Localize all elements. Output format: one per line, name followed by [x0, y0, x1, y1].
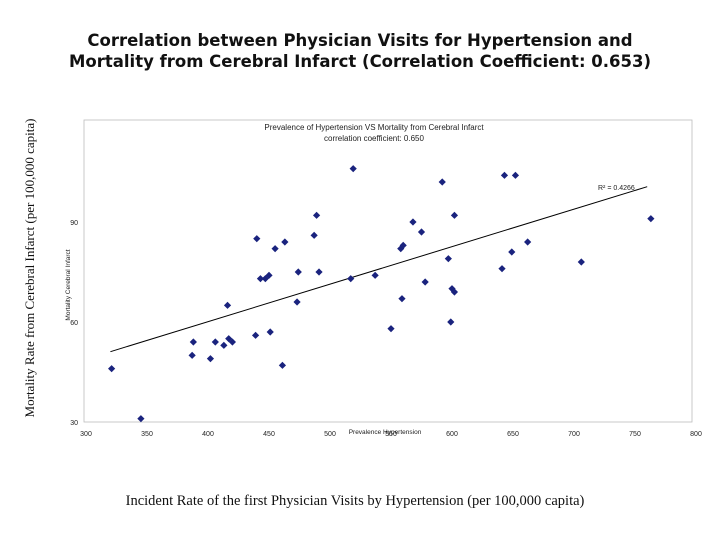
data-point: [271, 245, 279, 253]
data-point: [398, 295, 406, 303]
data-point: [211, 338, 219, 346]
data-point: [310, 231, 318, 239]
x-axis-caption: Incident Rate of the first Physician Vis…: [125, 493, 585, 509]
data-point: [223, 301, 232, 309]
x-axis-title: Prevalence Hypertension: [349, 429, 422, 436]
x-tick-label: 300: [80, 431, 92, 438]
y-axis-title: Mortality Cerebral Infarct: [65, 249, 72, 320]
x-tick-label: 400: [202, 431, 214, 438]
data-point: [399, 241, 407, 249]
data-point: [108, 365, 116, 373]
data-point: [315, 268, 323, 276]
data-point: [261, 275, 269, 283]
data-point: [206, 355, 215, 363]
x-tick-label: 550: [385, 431, 397, 438]
data-point: [220, 341, 228, 349]
data-point: [421, 278, 429, 286]
x-tick-label: 500: [324, 431, 336, 438]
data-point: [347, 275, 355, 283]
y-tick-label: 30: [70, 420, 78, 427]
data-point: [417, 228, 426, 236]
data-point: [253, 235, 261, 243]
tick-label-layer: 300 350 400 450 500 550 600 650 700 750 800 30 60 90: [70, 220, 702, 438]
x-tick-label: 800: [690, 431, 702, 438]
data-point: [447, 318, 455, 326]
data-point: [450, 211, 459, 219]
x-tick-label: 350: [141, 431, 153, 438]
data-point: [278, 361, 287, 369]
data-points-layer: [108, 165, 655, 423]
data-point: [511, 171, 520, 179]
x-tick-label: 600: [446, 431, 458, 438]
data-point: [409, 218, 417, 226]
data-point: [577, 258, 585, 266]
data-point: [137, 415, 145, 423]
data-point: [266, 328, 274, 336]
chart-title: Prevalence of Hypertension VS Mortality …: [264, 123, 484, 132]
x-tick-label: 700: [568, 431, 580, 438]
data-point: [647, 215, 655, 223]
data-point: [387, 325, 395, 333]
data-point: [294, 268, 302, 276]
slide-title-line-1: Correlation between Physician Visits for…: [87, 31, 633, 50]
data-point: [256, 275, 265, 283]
plot-area: [83, 119, 693, 423]
r-squared-label: R² = 0.4266: [598, 185, 635, 192]
x-tick-label: 650: [507, 431, 519, 438]
data-point: [188, 351, 196, 359]
y-tick-label: 60: [70, 320, 78, 327]
data-point: [500, 171, 509, 179]
data-point: [312, 211, 321, 219]
slide-title-line-2: Mortality from Cerebral Infarct (Correla…: [68, 52, 652, 71]
data-point: [281, 238, 289, 246]
data-point: [450, 288, 459, 296]
trendline: [110, 186, 648, 353]
data-point: [498, 265, 506, 273]
data-point: [265, 271, 273, 279]
data-point: [371, 271, 379, 279]
slide-title: Correlation between Physician Visits for…: [40, 30, 680, 72]
data-point: [225, 335, 233, 343]
data-point: [349, 165, 357, 173]
data-point: [508, 248, 516, 256]
data-point: [524, 238, 532, 246]
data-point: [228, 338, 236, 346]
data-point: [251, 331, 260, 339]
data-point: [444, 255, 452, 263]
y-tick-label: 90: [70, 220, 78, 227]
data-point: [189, 338, 197, 346]
x-tick-label: 750: [629, 431, 641, 438]
trendline-layer: R² = 0.4266: [110, 185, 648, 353]
data-point: [438, 178, 446, 186]
x-tick-label: 450: [263, 431, 275, 438]
chart-subtitle: correlation coefficient: 0.650: [324, 134, 424, 143]
data-point: [293, 298, 301, 306]
